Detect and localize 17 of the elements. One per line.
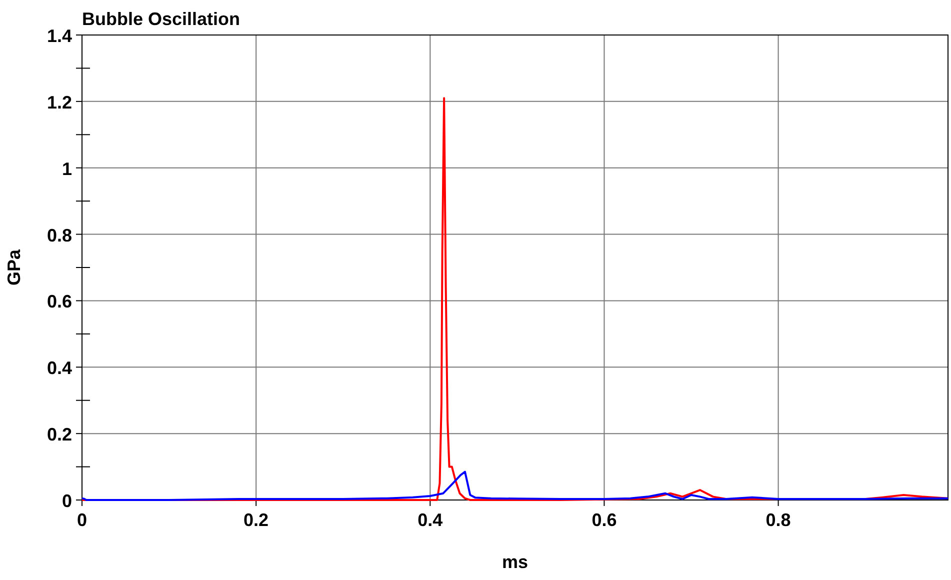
x-axis-title: ms — [502, 552, 528, 572]
y-tick-label: 1 — [62, 158, 72, 179]
x-tick-label: 0.2 — [244, 510, 269, 530]
y-tick-label: 0.6 — [46, 292, 72, 312]
x-tick-label: 0.6 — [592, 510, 617, 530]
chart-title: Bubble Oscillation — [82, 9, 240, 29]
y-tick-label: 0.4 — [46, 358, 72, 378]
y-tick-label: 1.4 — [46, 26, 72, 46]
x-tick-label: 0.8 — [766, 510, 791, 530]
line-series — [81, 470, 949, 501]
y-axis-title: GPa — [4, 248, 24, 286]
y-tick-label: 0.8 — [46, 225, 72, 246]
x-tick-label: 0 — [76, 510, 88, 530]
x-tick-label: 0.4 — [418, 510, 443, 530]
y-tick-label: 0.2 — [46, 424, 72, 445]
y-tick-label: 0 — [62, 491, 72, 511]
y-tick-label: 1.2 — [46, 92, 72, 112]
